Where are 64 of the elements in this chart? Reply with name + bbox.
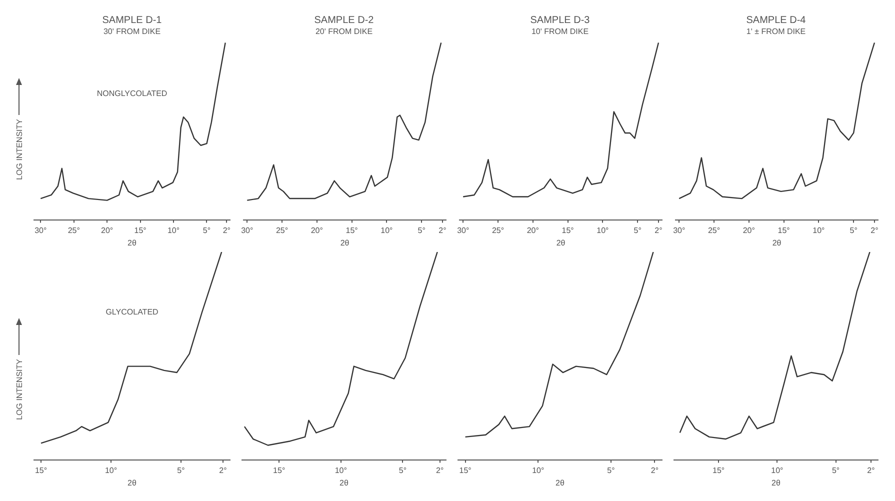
x-axis-title: 2θ	[772, 478, 781, 488]
x-tick-label: 2°	[222, 226, 231, 235]
x-tick-label: 5°	[634, 226, 642, 235]
x-axis-title: 2θ	[556, 238, 566, 248]
x-tick-label: 10°	[812, 226, 825, 235]
x-tick-label: 5°	[398, 466, 407, 475]
x-tick-label: 2°	[650, 466, 659, 475]
x-tick-label: 20°	[310, 226, 323, 235]
x-tick-label: 2°	[438, 226, 446, 235]
x-axis-title: 2θ	[340, 478, 349, 488]
x-tick-label: 30°	[241, 226, 254, 235]
x-tick-label: 10°	[104, 466, 118, 475]
chart-title: SAMPLE D-4	[746, 14, 806, 26]
x-tick-label: 20°	[526, 226, 539, 235]
x-tick-label: 15°	[134, 226, 146, 235]
x-tick-label: 15°	[34, 466, 48, 475]
x-tick-label: 15°	[562, 226, 574, 235]
x-tick-label: 2°	[219, 466, 227, 475]
y-axis-title: LOG INTENSITY	[14, 358, 24, 420]
x-tick-label: 2°	[654, 226, 662, 235]
x-tick-label: 5°	[832, 466, 840, 475]
x-tick-label: 2°	[867, 466, 875, 475]
x-tick-label: 25°	[276, 226, 288, 235]
chart-subtitle: 30' FROM DIKE	[103, 27, 161, 36]
y-axis-title: LOG INTENSITY	[14, 118, 24, 180]
x-tick-label: 15°	[346, 226, 358, 235]
x-tick-label: 5°	[202, 226, 211, 235]
x-tick-label: 15°	[712, 466, 725, 475]
x-tick-label: 10°	[771, 466, 784, 475]
chart-subtitle: 1' ± FROM DIKE	[746, 27, 806, 36]
x-tick-label: 10°	[532, 466, 544, 475]
x-tick-label: 5°	[850, 226, 858, 235]
x-tick-label: 10°	[334, 466, 347, 475]
x-tick-label: 10°	[596, 226, 609, 235]
x-tick-label: 5°	[177, 466, 185, 475]
x-tick-label: 5°	[418, 226, 426, 235]
x-tick-label: 30°	[34, 226, 47, 235]
x-tick-label: 10°	[380, 226, 393, 235]
x-tick-label: 15°	[459, 466, 472, 475]
chart-title: SAMPLE D-2	[314, 14, 374, 26]
annotation: GLYCOLATED	[106, 307, 159, 316]
chart-title: SAMPLE D-1	[102, 14, 162, 26]
x-tick-label: 15°	[778, 226, 790, 235]
x-tick-label: 25°	[68, 226, 80, 235]
x-axis-title: 2θ	[556, 478, 565, 488]
x-axis-title: 2θ	[340, 238, 350, 248]
annotation: NONGLYCOLATED	[96, 88, 168, 98]
x-tick-label: 30°	[673, 226, 686, 235]
x-axis-title: 2θ	[128, 238, 137, 248]
x-tick-label: 10°	[167, 226, 180, 235]
x-tick-label: 2°	[436, 466, 444, 475]
x-tick-label: 20°	[742, 226, 755, 235]
x-tick-label: 15°	[273, 466, 286, 475]
x-axis-title: 2θ	[772, 238, 782, 248]
chart-subtitle: 10' FROM DIKE	[531, 27, 589, 36]
x-tick-label: 25°	[708, 226, 720, 235]
x-tick-label: 25°	[492, 226, 504, 235]
x-tick-label: 30°	[457, 226, 470, 235]
x-tick-label: 2°	[870, 226, 878, 235]
x-tick-label: 20°	[101, 226, 114, 235]
x-tick-label: 5°	[607, 466, 615, 475]
chart-subtitle: 20' FROM DIKE	[315, 27, 373, 36]
chart-title: SAMPLE D-3	[530, 14, 590, 26]
x-axis-title: 2θ	[128, 478, 137, 488]
